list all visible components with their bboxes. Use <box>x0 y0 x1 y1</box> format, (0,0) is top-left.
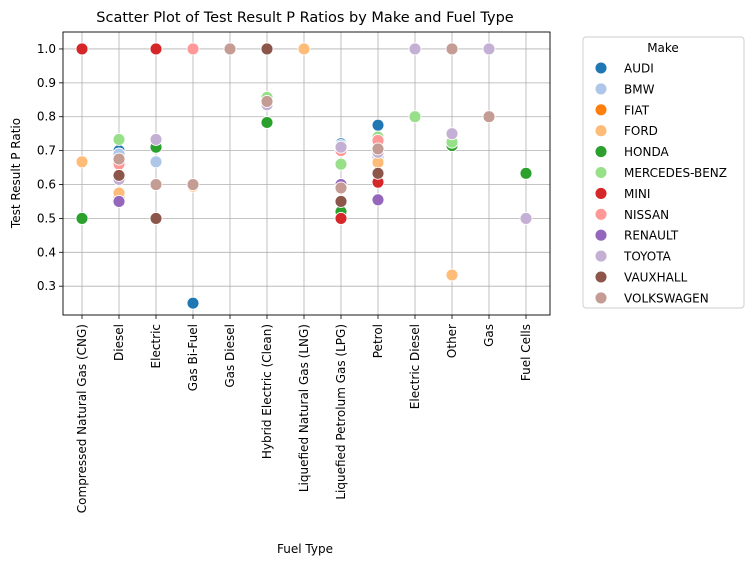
x-tick-label: Diesel <box>112 324 126 361</box>
data-point <box>149 42 163 56</box>
data-point <box>334 157 348 171</box>
legend-title: Make <box>647 41 679 55</box>
data-point <box>260 116 274 129</box>
plot-frame <box>62 31 551 316</box>
data-point <box>519 166 533 180</box>
chart-title: Scatter Plot of Test Result P Ratios by … <box>96 10 514 26</box>
y-tick-label: 0.4 <box>37 245 56 259</box>
legend-marker <box>594 291 608 305</box>
y-axis-ticks: 0.3 0.4 0.5 0.6 0.7 0.8 0.9 1.0 <box>37 42 63 293</box>
data-point <box>371 166 385 180</box>
legend-box <box>582 36 745 309</box>
data-point <box>445 127 459 141</box>
legend-marker <box>594 249 608 263</box>
x-axis-ticks: Compressed Natural Gas (CNG) Diesel Electr… <box>75 315 533 513</box>
data-point <box>445 268 459 282</box>
data-point <box>482 110 496 124</box>
x-tick-label: Liquefied Natural Gas (LNG) <box>297 324 311 492</box>
data-point <box>482 42 496 56</box>
legend-marker <box>594 61 608 75</box>
data-points <box>75 42 533 310</box>
data-point <box>445 42 459 56</box>
legend: Make AUDI BMW FIAT FORD HONDA MERCEDES-BENZ MI… <box>582 36 745 309</box>
legend-items: AUDI BMW FIAT FORD HONDA MERCEDES-BENZ MINI NIS… <box>594 61 727 305</box>
legend-label: NISSAN <box>624 208 669 222</box>
y-tick-label: 0.8 <box>37 110 56 124</box>
data-point <box>149 132 163 146</box>
data-point <box>112 152 126 166</box>
legend-marker <box>594 145 608 159</box>
data-point <box>334 181 348 195</box>
data-point <box>75 42 89 56</box>
data-point <box>371 142 385 156</box>
x-tick-label: Gas <box>482 324 496 347</box>
legend-marker <box>594 228 608 242</box>
x-tick-label: Electric Diesel <box>408 324 422 409</box>
legend-label: FORD <box>624 124 658 138</box>
x-tick-label: Compressed Natural Gas (CNG) <box>75 324 89 513</box>
data-point <box>371 118 385 132</box>
legend-marker <box>594 124 608 138</box>
legend-label: MINI <box>624 187 650 201</box>
data-point <box>223 42 237 56</box>
legend-label: BMW <box>624 82 655 96</box>
data-point <box>112 132 126 146</box>
data-point <box>260 95 274 108</box>
legend-label: VOLKSWAGEN <box>624 291 709 305</box>
data-point <box>334 140 348 154</box>
y-tick-label: 0.9 <box>37 76 56 90</box>
data-point <box>297 42 311 56</box>
legend-label: HONDA <box>624 145 669 159</box>
x-tick-label: Gas Diesel <box>223 324 237 388</box>
legend-label: VAUXHALL <box>624 271 688 285</box>
x-tick-label: Liquefied Petrolum Gas (LPG) <box>334 324 348 500</box>
y-axis-label: Test Result P Ratio <box>9 118 23 229</box>
data-point <box>112 195 126 208</box>
y-tick-label: 1.0 <box>37 42 56 56</box>
y-tick-label: 0.7 <box>37 144 56 158</box>
data-point <box>334 211 348 225</box>
y-tick-label: 0.3 <box>37 279 56 293</box>
data-point <box>334 195 348 208</box>
data-point <box>371 193 385 207</box>
legend-label: TOYOTA <box>623 250 672 264</box>
legend-label: RENAULT <box>624 229 679 243</box>
data-point <box>75 211 89 225</box>
legend-label: FIAT <box>624 103 650 117</box>
data-point <box>186 42 200 56</box>
x-tick-label: Fuel Cells <box>519 324 533 381</box>
data-point <box>408 110 422 124</box>
data-point <box>112 168 126 182</box>
data-point <box>186 296 200 310</box>
data-point <box>149 178 163 191</box>
y-tick-label: 0.6 <box>37 178 56 192</box>
data-point <box>149 155 163 169</box>
data-point <box>149 211 163 225</box>
legend-marker <box>594 82 608 96</box>
x-tick-label: Electric <box>149 324 163 368</box>
data-point <box>75 155 89 169</box>
legend-marker <box>594 207 608 221</box>
x-tick-label: Hybrid Electric (Clean) <box>260 324 274 459</box>
legend-marker <box>594 186 608 200</box>
legend-marker <box>594 166 608 179</box>
legend-label: AUDI <box>624 62 654 76</box>
x-axis-label: Fuel Type <box>277 542 333 556</box>
data-point <box>186 178 200 191</box>
legend-label: MERCEDES-BENZ <box>624 166 727 180</box>
legend-marker <box>594 103 608 117</box>
data-point <box>519 211 533 225</box>
x-tick-label: Gas Bi-Fuel <box>186 324 200 391</box>
data-point <box>408 42 422 56</box>
x-tick-label: Other <box>445 324 459 358</box>
x-tick-label: Petrol <box>371 324 385 358</box>
data-point <box>260 42 274 56</box>
y-tick-label: 0.5 <box>37 211 56 225</box>
legend-marker <box>594 270 608 284</box>
